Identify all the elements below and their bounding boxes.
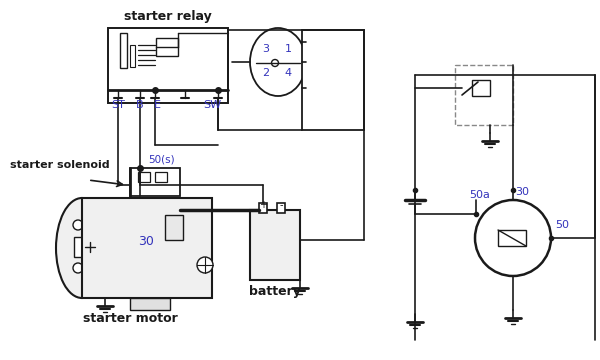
Bar (130, 298, 170, 310)
Ellipse shape (250, 28, 306, 96)
Text: 50(s): 50(s) (148, 154, 175, 164)
Bar (130, 45, 135, 67)
Circle shape (475, 200, 551, 276)
Circle shape (271, 59, 278, 67)
Bar (82, 198, 212, 298)
Text: starter motor: starter motor (83, 312, 178, 325)
Text: 2: 2 (262, 68, 269, 78)
Text: battery: battery (249, 285, 301, 298)
Bar (108, 28, 228, 103)
Bar (498, 230, 526, 246)
Bar (156, 38, 178, 56)
Bar (138, 172, 150, 182)
Text: +: + (259, 200, 267, 210)
Ellipse shape (56, 198, 108, 298)
Text: 30: 30 (515, 187, 529, 197)
Text: starter solenoid: starter solenoid (10, 160, 110, 170)
Bar (74, 237, 88, 257)
Text: 1: 1 (284, 44, 292, 54)
Text: 50a: 50a (470, 190, 490, 200)
Circle shape (197, 257, 213, 273)
Bar (250, 210, 300, 280)
Text: ST: ST (111, 100, 125, 110)
Text: -: - (279, 200, 283, 210)
Bar (155, 172, 167, 182)
Circle shape (73, 220, 83, 230)
Text: starter relay: starter relay (124, 10, 212, 23)
Bar (277, 203, 285, 213)
Text: 30: 30 (138, 235, 154, 248)
Bar (302, 30, 364, 130)
Bar (472, 80, 490, 96)
Text: E: E (154, 100, 161, 110)
Bar (259, 203, 267, 213)
Bar (165, 215, 183, 240)
Bar (120, 33, 127, 68)
Text: B: B (136, 100, 144, 110)
Text: 3: 3 (262, 44, 269, 54)
Bar (455, 65, 513, 125)
Bar (130, 168, 180, 196)
Text: 50: 50 (555, 220, 569, 230)
Circle shape (73, 263, 83, 273)
Text: SW: SW (203, 100, 221, 110)
Text: 4: 4 (284, 68, 292, 78)
